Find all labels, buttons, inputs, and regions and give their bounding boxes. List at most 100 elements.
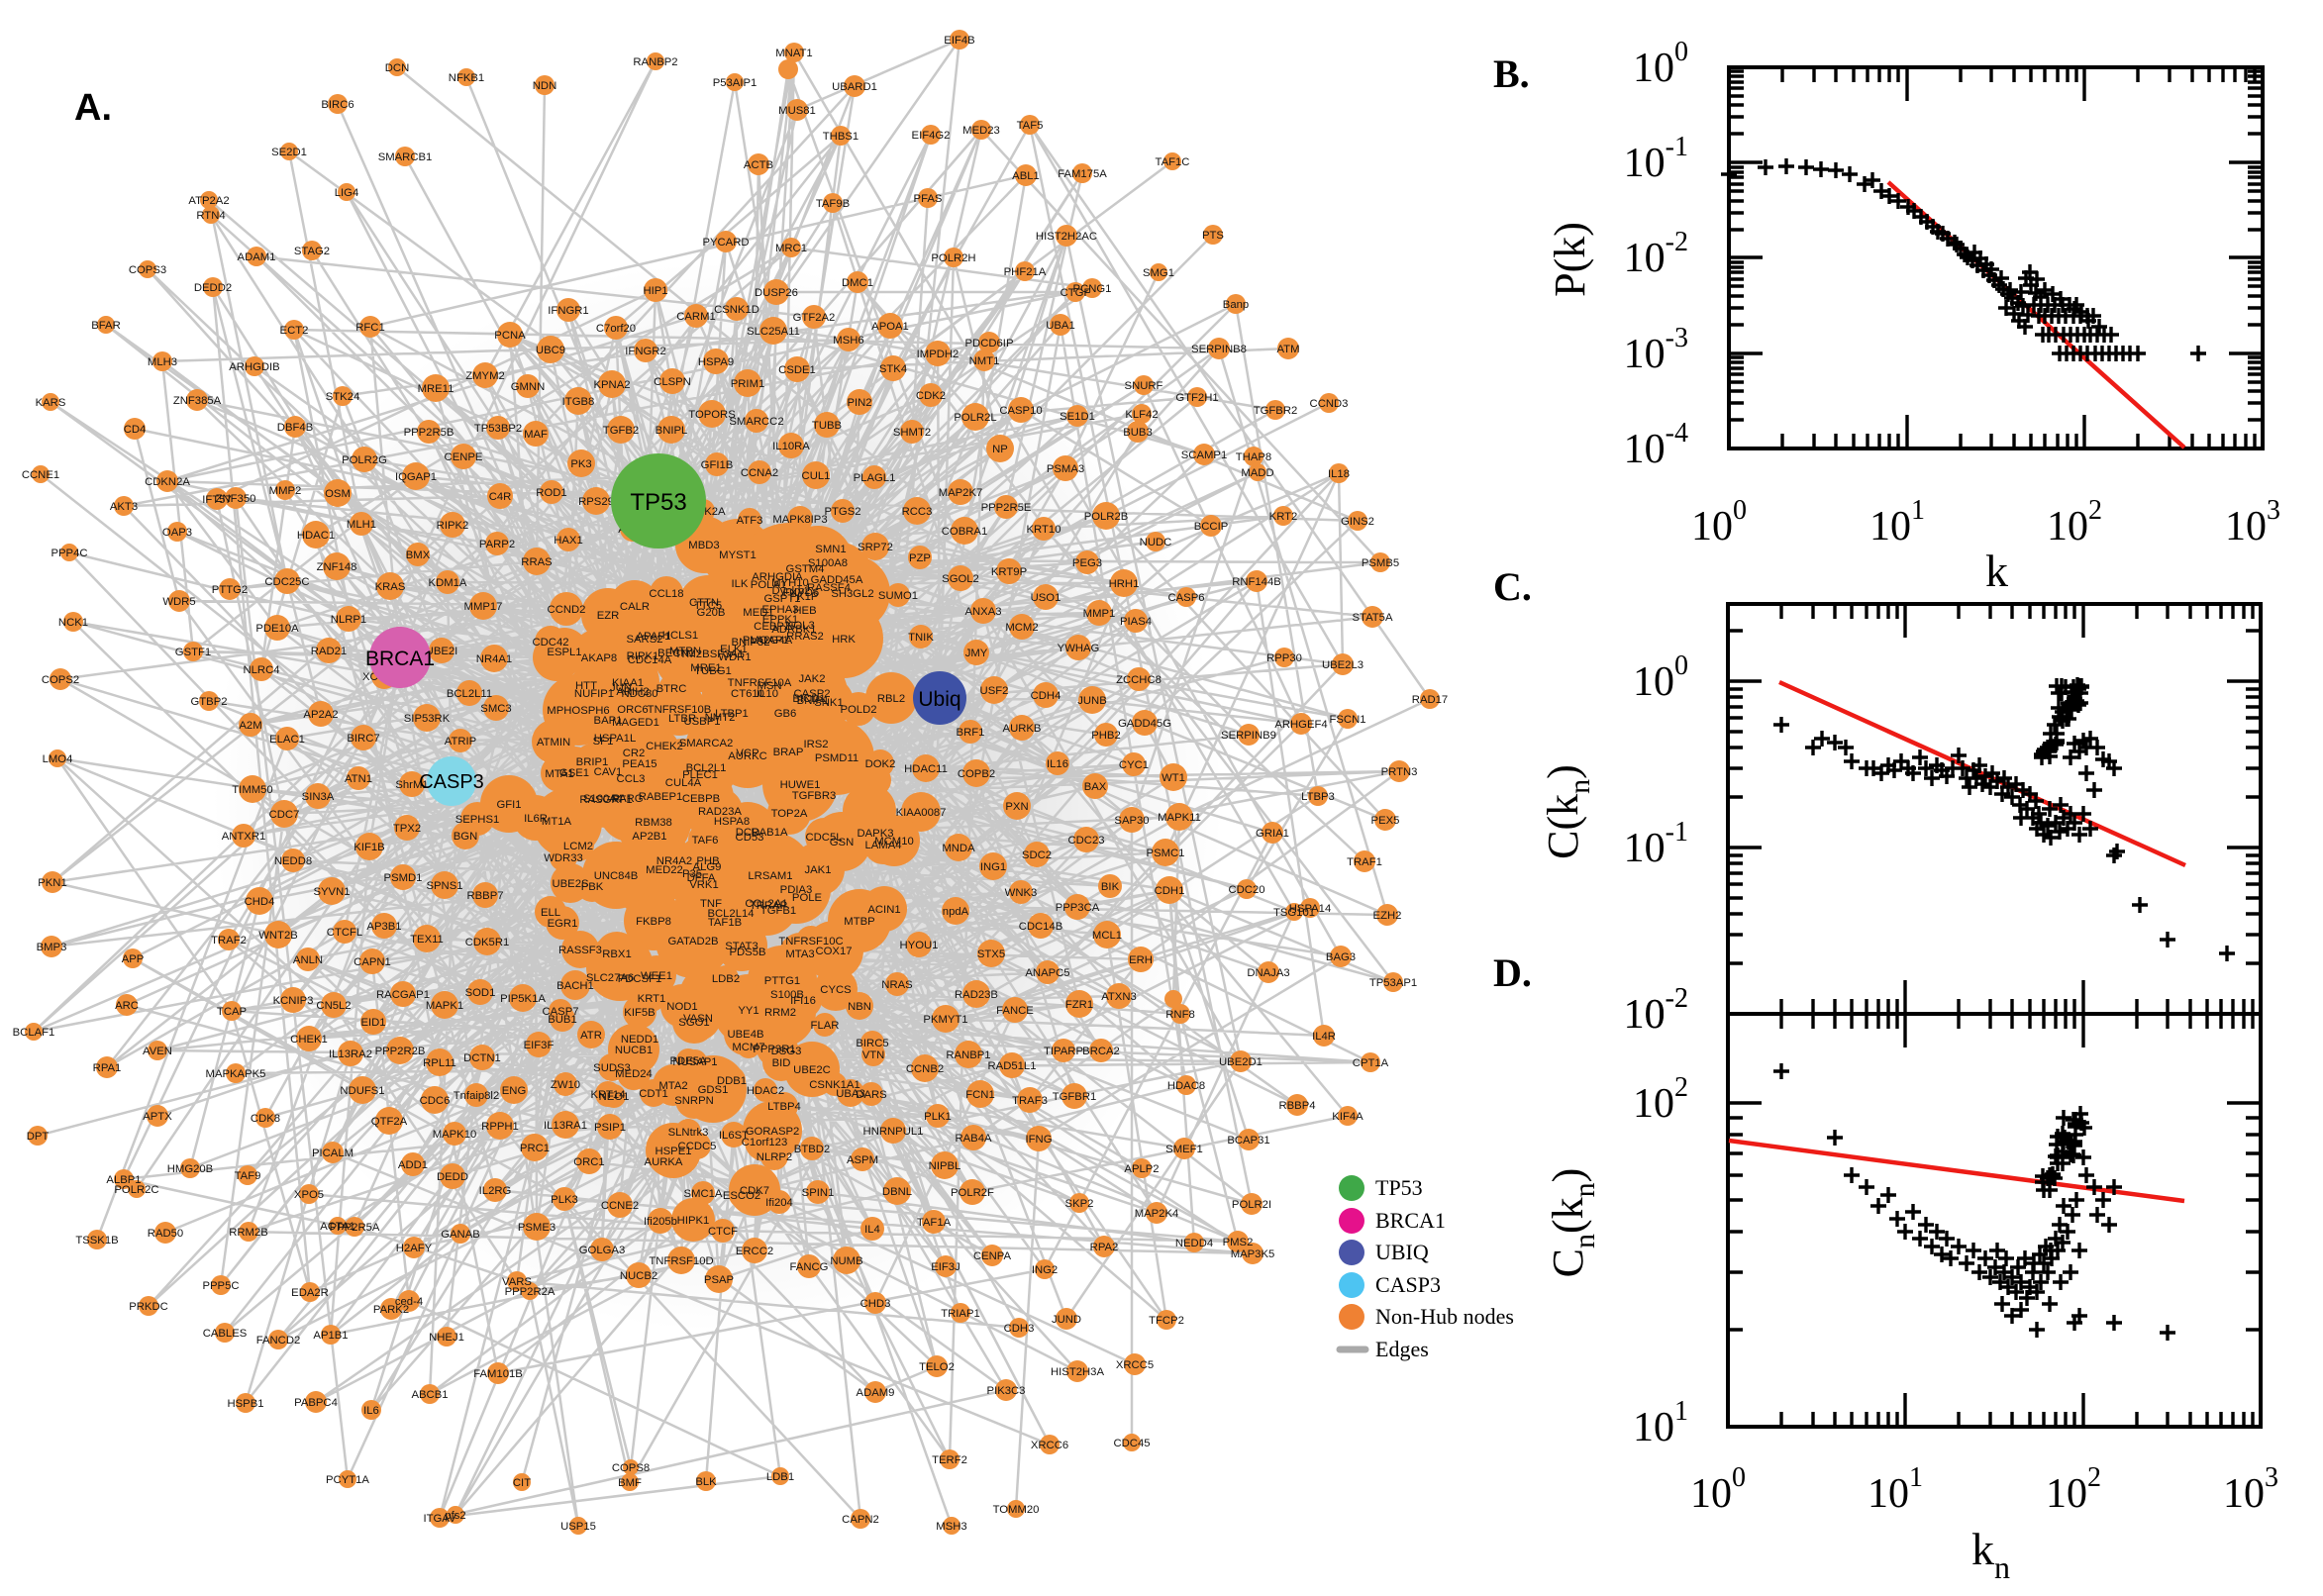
svg-text:XRCC5: XRCC5 <box>1116 1359 1154 1371</box>
svg-text:LTBP3: LTBP3 <box>1301 791 1335 803</box>
svg-text:CUL1: CUL1 <box>802 470 831 482</box>
svg-text:NDC80: NDC80 <box>621 688 657 700</box>
svg-text:JUN: JUN <box>610 682 632 694</box>
svg-text:FLAR: FLAR <box>811 1020 840 1032</box>
svg-text:TCAP: TCAP <box>217 1006 247 1018</box>
svg-text:IL13RA1: IL13RA1 <box>544 1120 587 1132</box>
svg-text:ILK: ILK <box>732 578 749 590</box>
svg-text:MCM2: MCM2 <box>1005 622 1038 634</box>
svg-text:POLA1: POLA1 <box>751 579 786 591</box>
svg-text:RBBP7: RBBP7 <box>466 890 503 902</box>
svg-text:G20B: G20B <box>697 607 726 619</box>
svg-text:CIT: CIT <box>513 1477 531 1489</box>
svg-text:ABCB1: ABCB1 <box>411 1389 448 1401</box>
svg-text:NUCB1: NUCB1 <box>615 1045 653 1056</box>
svg-text:CASP10: CASP10 <box>999 405 1042 417</box>
svg-text:VARS: VARS <box>502 1276 532 1288</box>
svg-text:SNRPN: SNRPN <box>674 1095 714 1107</box>
svg-text:UBA1: UBA1 <box>1046 320 1075 332</box>
svg-text:HIPK1: HIPK1 <box>677 1215 710 1227</box>
svg-text:BIRC7: BIRC7 <box>347 733 379 745</box>
svg-text:BRAP: BRAP <box>773 747 804 758</box>
svg-text:RRM2B: RRM2B <box>229 1227 268 1239</box>
svg-text:TERF2: TERF2 <box>932 1454 967 1466</box>
svg-text:SYVN1: SYVN1 <box>313 886 350 898</box>
svg-text:CAV1: CAV1 <box>594 766 623 778</box>
svg-text:ENG: ENG <box>502 1085 526 1097</box>
svg-text:TNFRSF10C: TNFRSF10C <box>778 936 843 948</box>
svg-text:npdA: npdA <box>943 906 969 918</box>
svg-text:CAPN1: CAPN1 <box>354 956 391 968</box>
svg-text:KRT10: KRT10 <box>1027 524 1061 536</box>
svg-text:HCLS1: HCLS1 <box>662 630 698 642</box>
svg-text:BUB1: BUB1 <box>548 1014 577 1026</box>
svg-text:AKAP8: AKAP8 <box>581 652 617 664</box>
svg-text:EGR1: EGR1 <box>548 918 578 930</box>
svg-text:COX17: COX17 <box>815 946 852 957</box>
svg-text:BAX: BAX <box>1084 781 1107 793</box>
svg-text:RAD23B: RAD23B <box>955 989 998 1001</box>
svg-text:TAF6: TAF6 <box>692 835 719 847</box>
svg-text:EZR: EZR <box>597 610 620 622</box>
svg-text:PIP5K1A: PIP5K1A <box>500 993 546 1005</box>
svg-text:CSNK1D: CSNK1D <box>714 304 759 316</box>
svg-text:PPP2R2A: PPP2R2A <box>505 1286 556 1298</box>
svg-text:SMC3: SMC3 <box>480 703 511 715</box>
svg-text:SMG1: SMG1 <box>1143 267 1174 279</box>
svg-text:TGFBR2: TGFBR2 <box>1254 405 1298 417</box>
svg-text:CDK7: CDK7 <box>740 1185 769 1197</box>
svg-text:ADRBK1: ADRBK1 <box>771 624 816 636</box>
svg-text:SUDS3: SUDS3 <box>593 1062 631 1074</box>
svg-text:PRIM1: PRIM1 <box>731 378 765 390</box>
svg-text:CTTN: CTTN <box>689 597 719 609</box>
svg-text:CDC23: CDC23 <box>1067 835 1104 847</box>
svg-text:MBD3: MBD3 <box>688 540 719 551</box>
svg-text:KPNA2: KPNA2 <box>593 379 630 391</box>
svg-text:BRIP1: BRIP1 <box>576 756 609 768</box>
svg-text:APLP2: APLP2 <box>1124 1163 1159 1175</box>
svg-text:ZNF385A: ZNF385A <box>173 395 222 407</box>
svg-text:CASP2: CASP2 <box>793 688 830 700</box>
svg-text:IFNGR2: IFNGR2 <box>625 346 665 357</box>
svg-text:Ifi204: Ifi204 <box>765 1197 793 1209</box>
svg-text:ITM2B: ITM2B <box>676 648 709 660</box>
svg-text:NBN: NBN <box>848 1001 871 1013</box>
svg-text:AP2A2: AP2A2 <box>303 709 338 721</box>
svg-text:TAF5: TAF5 <box>1017 120 1044 132</box>
svg-text:EDA2R: EDA2R <box>291 1287 329 1299</box>
svg-text:AURKB: AURKB <box>1003 723 1042 735</box>
svg-text:POLR2L: POLR2L <box>954 412 996 424</box>
svg-text:CCND3: CCND3 <box>1310 398 1349 410</box>
svg-text:SE1D1: SE1D1 <box>1060 411 1095 423</box>
svg-text:CASP3: CASP3 <box>1375 1272 1441 1297</box>
svg-text:TELO2: TELO2 <box>919 1361 955 1373</box>
svg-text:ZMYM2: ZMYM2 <box>465 370 505 382</box>
svg-text:PIN2: PIN2 <box>847 397 871 409</box>
svg-text:RPPH1: RPPH1 <box>481 1121 519 1133</box>
svg-text:VTN: VTN <box>862 1049 885 1061</box>
svg-text:POLE: POLE <box>792 892 823 904</box>
svg-text:PYCARD: PYCARD <box>702 237 749 249</box>
svg-text:ACTA1: ACTA1 <box>320 1221 355 1233</box>
svg-text:WDR5: WDR5 <box>162 596 195 608</box>
svg-text:BECN1: BECN1 <box>657 648 695 659</box>
svg-text:POLD2: POLD2 <box>840 704 876 716</box>
svg-text:RBM38: RBM38 <box>635 817 672 829</box>
svg-text:RCC3: RCC3 <box>902 506 933 518</box>
svg-text:BGN: BGN <box>454 831 477 843</box>
svg-text:BIRC5: BIRC5 <box>856 1038 888 1049</box>
svg-text:RASSF4: RASSF4 <box>807 582 851 594</box>
svg-text:HRK: HRK <box>832 634 856 646</box>
svg-text:KIAA0087: KIAA0087 <box>896 807 947 819</box>
svg-text:RRM2: RRM2 <box>764 1007 796 1019</box>
svg-text:HRH1: HRH1 <box>1109 578 1140 590</box>
svg-text:RPS29: RPS29 <box>578 496 614 508</box>
svg-text:DSG3: DSG3 <box>771 1046 802 1057</box>
svg-text:HDAC1: HDAC1 <box>297 530 335 542</box>
svg-text:IL16: IL16 <box>1047 758 1068 770</box>
svg-text:SPNS1: SPNS1 <box>426 880 462 892</box>
svg-text:TUBG1: TUBG1 <box>694 665 732 677</box>
svg-text:FXYD6: FXYD6 <box>783 587 819 599</box>
svg-text:EIF3F: EIF3F <box>524 1040 555 1051</box>
svg-text:HSPA14: HSPA14 <box>1289 903 1332 915</box>
